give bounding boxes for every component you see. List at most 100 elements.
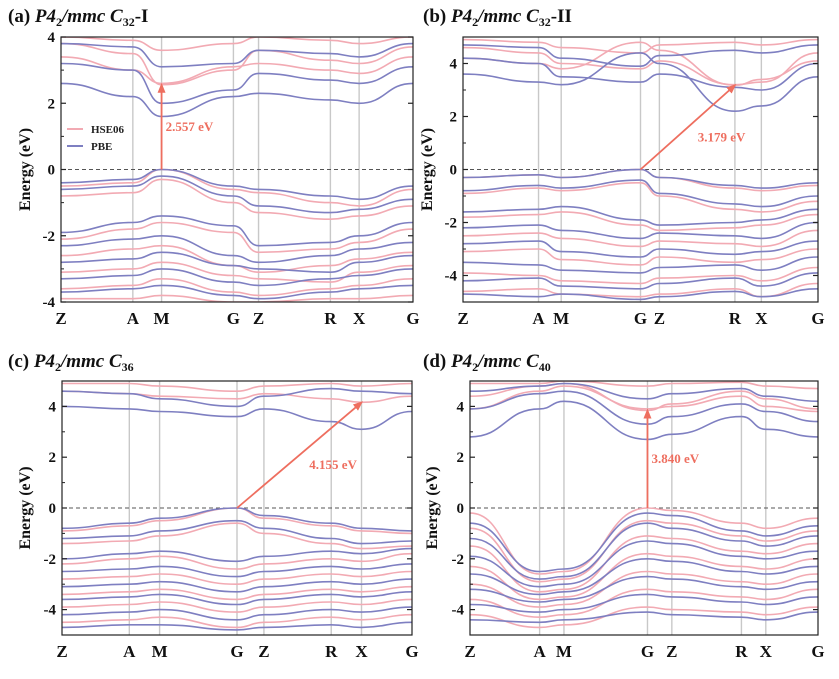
hse06-band <box>62 585 412 601</box>
x-tick-label: X <box>353 309 366 328</box>
pbe-band <box>470 400 818 441</box>
y-axis-label: Energy (eV) <box>17 128 34 211</box>
x-tick-label: M <box>556 642 572 661</box>
x-tick-label: Z <box>457 309 468 328</box>
pbe-band <box>62 563 412 578</box>
hse06-band <box>62 522 412 550</box>
title-part: 40 <box>539 360 551 374</box>
title-part: 32 <box>539 15 551 29</box>
y-tick-label: 2 <box>457 450 465 466</box>
hse06-band <box>62 382 412 393</box>
pbe-band <box>470 382 818 403</box>
y-tick-label: -4 <box>44 603 57 619</box>
title-part: 2 <box>55 360 61 374</box>
x-tick-label: G <box>811 309 824 328</box>
pbe-band <box>61 284 413 300</box>
x-tick-label: G <box>811 642 824 661</box>
legend-label: PBE <box>91 141 112 153</box>
hse06-band <box>61 244 413 274</box>
x-tick-label: X <box>755 309 768 328</box>
x-tick-label: Z <box>253 309 264 328</box>
x-tick-label: G <box>641 642 654 661</box>
y-tick-label: -2 <box>445 216 458 232</box>
x-tick-label: Z <box>258 642 269 661</box>
bands-group <box>463 38 818 301</box>
y-tick-label: 0 <box>49 501 57 517</box>
pbe-band <box>62 507 412 532</box>
pbe-band <box>61 251 413 274</box>
pbe-band <box>463 168 818 189</box>
y-axis-label: Energy (eV) <box>17 466 34 549</box>
pbe-band <box>62 405 412 431</box>
title-part: 2 <box>472 15 478 29</box>
x-tick-label: X <box>355 642 368 661</box>
y-tick-label: 2 <box>48 96 56 112</box>
y-tick-label: -2 <box>452 552 465 568</box>
pbe-band <box>470 575 818 603</box>
hse06-band <box>470 519 818 583</box>
x-tick-label: A <box>127 309 140 328</box>
pbe-band <box>62 387 412 408</box>
hse06-band <box>470 507 818 575</box>
band-gap-label: 3.840 eV <box>651 451 699 466</box>
y-tick-label: 4 <box>457 399 465 415</box>
legend-label: HSE06 <box>91 124 125 136</box>
hse06-band <box>61 178 413 221</box>
x-tick-label: M <box>152 642 168 661</box>
bands-group <box>62 382 412 631</box>
hse06-band <box>470 570 818 608</box>
hse06-band <box>61 42 413 86</box>
bands-group <box>470 381 818 629</box>
title-part: 36 <box>122 360 134 374</box>
pbe-band <box>463 272 818 290</box>
x-tick-label: R <box>729 309 742 328</box>
title-part: P4 <box>450 351 472 372</box>
title-part: P4 <box>34 6 56 27</box>
pbe-band <box>61 62 413 105</box>
hse06-band <box>61 221 413 254</box>
pbe-band <box>62 547 412 563</box>
x-tick-label: R <box>325 642 338 661</box>
pbe-band <box>470 512 818 573</box>
pbe-band <box>62 578 412 593</box>
x-tick-label: A <box>123 642 136 661</box>
pbe-band <box>463 52 818 113</box>
pbe-band <box>61 215 413 247</box>
y-tick-label: -4 <box>43 295 56 311</box>
hse06-band <box>61 294 413 302</box>
y-tick-label: 4 <box>49 399 57 415</box>
hse06-band <box>62 598 412 613</box>
title-part: 2 <box>56 15 62 29</box>
hse06-band <box>463 266 818 285</box>
pbe-band <box>61 234 413 264</box>
pbe-band <box>62 591 412 606</box>
y-tick-label: 0 <box>450 163 458 179</box>
x-tick-label: Z <box>654 309 665 328</box>
title-part: (b) <box>423 6 451 27</box>
hse06-band <box>463 229 818 248</box>
pbe-band <box>470 611 818 624</box>
pbe-band <box>470 390 818 426</box>
hse06-band <box>463 181 818 213</box>
title-part: /mmc C <box>476 351 539 372</box>
pbe-band <box>62 621 412 631</box>
title-part: 2 <box>472 360 478 374</box>
title-part: /mmc C <box>59 351 122 372</box>
pbe-band <box>62 606 412 621</box>
x-tick-label: G <box>227 309 240 328</box>
x-tick-label: X <box>760 642 773 661</box>
hse06-band <box>61 168 413 207</box>
hse06-band <box>470 381 818 390</box>
title-part: -I <box>135 6 149 27</box>
title-part: P4 <box>33 351 55 372</box>
title-part: 32 <box>123 15 135 29</box>
hse06-band <box>470 385 818 413</box>
y-tick-label: -2 <box>43 229 56 245</box>
y-axis-label: Energy (eV) <box>419 128 436 211</box>
hse06-band <box>470 606 818 629</box>
panel-title: (a) P42/mmc C32-I <box>8 6 148 29</box>
pbe-band <box>463 44 818 68</box>
